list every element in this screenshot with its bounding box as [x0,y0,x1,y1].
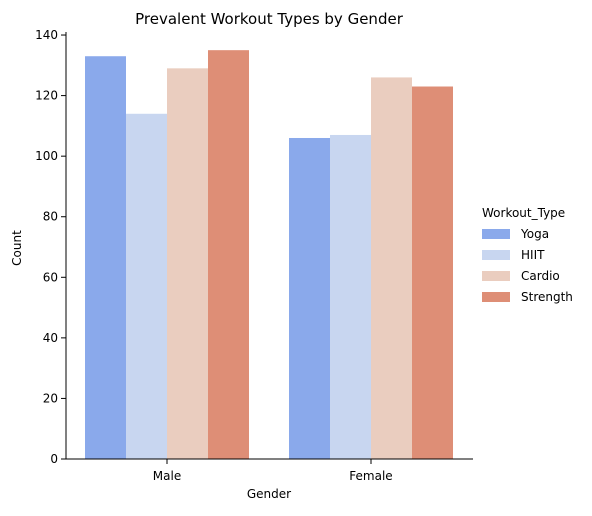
legend-label-strength: Strength [521,290,573,304]
bar-yoga-female [289,137,330,460]
legend-swatch-cardio [482,271,510,281]
y-tick-label: 80 [43,210,58,224]
bar-hiit-male [126,113,167,460]
y-axis-label: Count [10,230,24,266]
legend-swatch-hiit [482,250,510,260]
legend: Workout_Type Yoga HIIT Cardio Strength [482,206,573,304]
x-axis-label: Gender [247,487,291,501]
legend-title: Workout_Type [482,206,565,220]
legend-label-cardio: Cardio [521,269,560,283]
legend-swatch-strength [482,292,510,302]
bar-cardio-female [371,77,412,460]
y-axis: 0 20 40 60 80 100 120 140 [35,28,67,466]
legend-items: Yoga HIIT Cardio Strength [482,227,573,304]
legend-label-yoga: Yoga [520,227,549,241]
y-tick-label: 0 [50,452,58,466]
legend-label-hiit: HIIT [521,248,545,262]
y-tick-label: 20 [43,391,58,405]
bar-yoga-male [85,56,126,459]
legend-swatch-yoga [482,229,510,239]
y-tick-label: 140 [35,28,58,42]
bar-strength-male [208,50,249,460]
x-tick-label-female: Female [349,469,392,483]
bar-strength-female [412,86,453,459]
x-axis: Male Female [66,458,473,483]
y-tick-label: 60 [43,270,58,284]
y-tick-label: 40 [43,331,58,345]
bar-hiit-female [330,134,371,459]
x-tick-label-male: Male [153,469,181,483]
y-tick-label: 100 [35,149,58,163]
plot-area [85,50,453,460]
bar-cardio-male [167,68,208,459]
y-tick-label: 120 [35,89,58,103]
chart-title: Prevalent Workout Types by Gender [135,10,404,28]
